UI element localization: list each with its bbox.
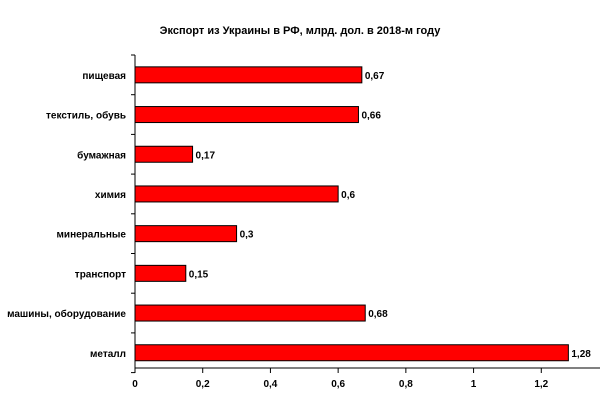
data-label: 0,68 (368, 309, 388, 320)
data-label: 0,66 (361, 111, 381, 122)
bar (134, 66, 363, 84)
x-tick-label: 1 (471, 379, 477, 390)
x-tick-label: 0,6 (331, 379, 345, 390)
x-tick-label: 0,2 (196, 379, 210, 390)
category-label: химия (95, 190, 126, 201)
x-tick-label: 0 (132, 379, 138, 390)
bar (134, 264, 187, 282)
data-label: 1,28 (571, 349, 591, 360)
bar (134, 106, 359, 124)
category-label: металл (90, 349, 126, 360)
x-tick-label: 1,2 (534, 379, 548, 390)
data-label: 0,3 (240, 230, 254, 241)
category-label: транспорт (75, 269, 126, 280)
data-label: 0,67 (365, 71, 385, 82)
bar (134, 304, 366, 322)
chart-title: Экспорт из Украины в РФ, млрд. дол. в 20… (159, 25, 441, 37)
category-label: машины, оборудование (7, 308, 126, 320)
bar (134, 225, 238, 243)
x-tick-label: 0,4 (263, 379, 277, 390)
x-tick-label: 0,8 (399, 379, 413, 390)
data-label: 0,6 (341, 190, 355, 201)
bar (134, 145, 194, 163)
data-label: 0,17 (196, 150, 216, 161)
bar (134, 185, 339, 203)
category-label: бумажная (77, 149, 126, 161)
bar (134, 344, 569, 362)
category-label: текстиль, обувь (46, 110, 126, 122)
category-label: пищевая (82, 71, 126, 82)
category-label: минеральные (57, 230, 127, 241)
data-label: 0,15 (189, 269, 209, 280)
